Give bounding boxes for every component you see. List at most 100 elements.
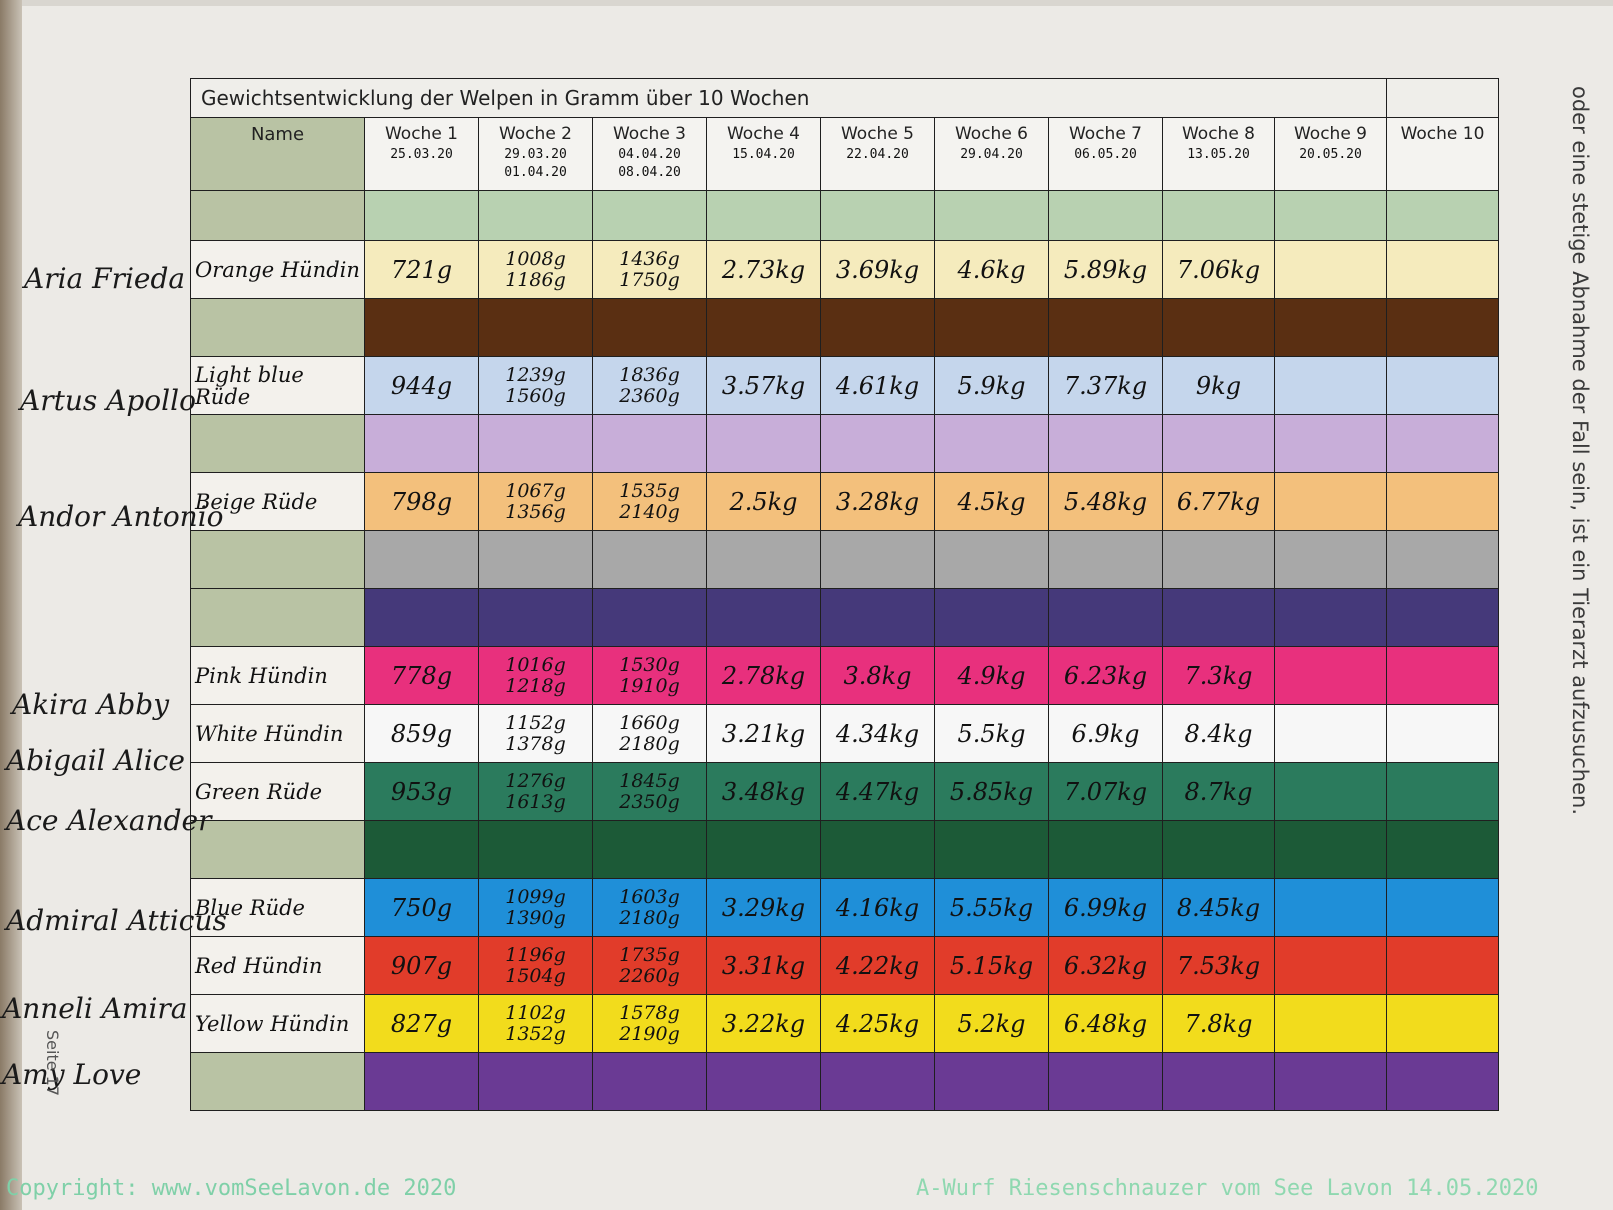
weight-cell — [592, 820, 707, 879]
weight-cell: 1530g 1910g — [592, 646, 707, 705]
weight-value: 1910g — [619, 674, 680, 697]
week-date-2: 08.04.20 — [618, 165, 681, 180]
weight-cell: 4.22kg — [820, 936, 935, 995]
weight-cell: 7.53kg — [1162, 936, 1275, 995]
weight-cell — [1274, 240, 1387, 299]
table-row — [190, 588, 1499, 647]
weight-cell — [1048, 298, 1163, 357]
weight-cell — [364, 588, 479, 647]
weight-cell: 4.5kg — [934, 472, 1049, 531]
puppy-name: Andor Antonio — [18, 500, 224, 533]
table-title: Gewichtsentwicklung der Welpen in Gramm … — [190, 78, 1387, 118]
weight-cell — [1386, 472, 1499, 531]
weight-cell: 8.7kg — [1162, 762, 1275, 821]
puppy-name: Anneli Amira — [2, 992, 188, 1025]
weight-value: 1660g — [619, 711, 680, 734]
week-label: Woche 1 — [384, 124, 458, 144]
color-label-cell — [190, 414, 365, 473]
weight-cell — [1048, 820, 1163, 879]
weight-cell — [1048, 1052, 1163, 1111]
weight-cell — [1274, 994, 1387, 1053]
weight-cell: 721g — [364, 240, 479, 299]
weight-cell — [1386, 530, 1499, 589]
weight-cell: 827g — [364, 994, 479, 1053]
table-row: Green Rüde 953g 1276g 1613g 1845g 2350g 3.48kg… — [190, 762, 1499, 821]
weight-cell: 1836g 2360g — [592, 356, 707, 415]
weight-cell: 6.99kg — [1048, 878, 1163, 937]
color-label-cell — [190, 820, 365, 879]
puppy-name: Admiral Atticus — [6, 904, 227, 937]
weight-cell: 798g — [364, 472, 479, 531]
weight-cell — [1048, 414, 1163, 473]
weight-cell — [820, 1052, 935, 1111]
week-date: 15.04.20 — [732, 147, 795, 162]
table-row — [190, 414, 1499, 473]
weight-cell — [1274, 646, 1387, 705]
weight-cell — [364, 1052, 479, 1111]
weight-cell — [1162, 414, 1275, 473]
weight-cell — [1386, 762, 1499, 821]
weight-cell: 1008g 1186g — [478, 240, 593, 299]
weight-cell — [1386, 994, 1499, 1053]
weight-cell — [706, 588, 821, 647]
weight-cell — [1386, 646, 1499, 705]
weight-cell — [1274, 588, 1387, 647]
weight-cell: 2.5kg — [706, 472, 821, 531]
weight-cell — [478, 190, 593, 241]
weight-cell — [1048, 530, 1163, 589]
weight-cell — [592, 530, 707, 589]
weight-cell — [1274, 704, 1387, 763]
table-row: Yellow Hündin 827g 1102g 1352g 1578g 2190g 3.2… — [190, 994, 1499, 1053]
weight-cell: 5.48kg — [1048, 472, 1163, 531]
weight-value: 1276g — [505, 769, 566, 792]
weight-cell — [592, 190, 707, 241]
weight-cell: 4.61kg — [820, 356, 935, 415]
table-row: Red Hündin 907g 1196g 1504g 1735g 2260g 3.31kg… — [190, 936, 1499, 995]
color-label-cell: Red Hündin — [190, 936, 365, 995]
weight-cell: 1067g 1356g — [478, 472, 593, 531]
weight-cell — [364, 530, 479, 589]
week-header: Woche 9 20.05.20 — [1274, 117, 1387, 191]
weight-cell — [1386, 878, 1499, 937]
weight-value: 1530g — [619, 653, 680, 676]
weight-cell — [820, 530, 935, 589]
weight-cell — [706, 298, 821, 357]
table-row: Orange Hündin 721g 1008g 1186g 1436g 1750g 2.7… — [190, 240, 1499, 299]
weight-cell: 8.45kg — [1162, 878, 1275, 937]
weight-table: Gewichtsentwicklung der Welpen in Gramm … — [190, 78, 1499, 1111]
footer-litter: A-Wurf Riesenschnauzer vom See Lavon 14.… — [916, 1176, 1539, 1201]
weight-value: 1008g — [505, 247, 566, 270]
weight-cell: 1016g 1218g — [478, 646, 593, 705]
color-label-cell: Yellow Hündin — [190, 994, 365, 1053]
weight-cell — [934, 820, 1049, 879]
weight-value: 1186g — [505, 268, 566, 291]
puppy-name: Ace Alexander — [6, 804, 212, 837]
table-row: Blue Rüde 750g 1099g 1390g 1603g 2180g 3.29kg 4… — [190, 878, 1499, 937]
table-row — [190, 1052, 1499, 1111]
week-label: Woche 6 — [954, 124, 1028, 144]
week-date: 13.05.20 — [1187, 147, 1250, 162]
weight-cell — [1048, 190, 1163, 241]
color-label-cell: Blue Rüde — [190, 878, 365, 937]
weight-cell: 3.29kg — [706, 878, 821, 937]
weight-cell: 1239g 1560g — [478, 356, 593, 415]
weight-cell: 1535g 2140g — [592, 472, 707, 531]
weight-cell — [706, 1052, 821, 1111]
weight-value: 1504g — [505, 964, 566, 987]
puppy-name: Akira Abby — [12, 688, 170, 721]
weight-cell — [1386, 936, 1499, 995]
weight-value: 2180g — [619, 732, 680, 755]
weight-cell — [1386, 1052, 1499, 1111]
weight-cell: 5.89kg — [1048, 240, 1163, 299]
week-header: Woche 1 25.03.20 — [364, 117, 479, 191]
weight-cell: 6.32kg — [1048, 936, 1163, 995]
week-header: Woche 7 06.05.20 — [1048, 117, 1163, 191]
table-row: Light blue Rüde 944g 1239g 1560g 1836g 2360g 3… — [190, 356, 1499, 415]
weight-cell — [820, 414, 935, 473]
weight-cell — [1162, 530, 1275, 589]
week-date: 06.05.20 — [1074, 147, 1137, 162]
weight-cell: 4.34kg — [820, 704, 935, 763]
weight-cell — [934, 190, 1049, 241]
weight-cell — [478, 414, 593, 473]
puppy-name: Abigail Alice — [6, 744, 185, 777]
